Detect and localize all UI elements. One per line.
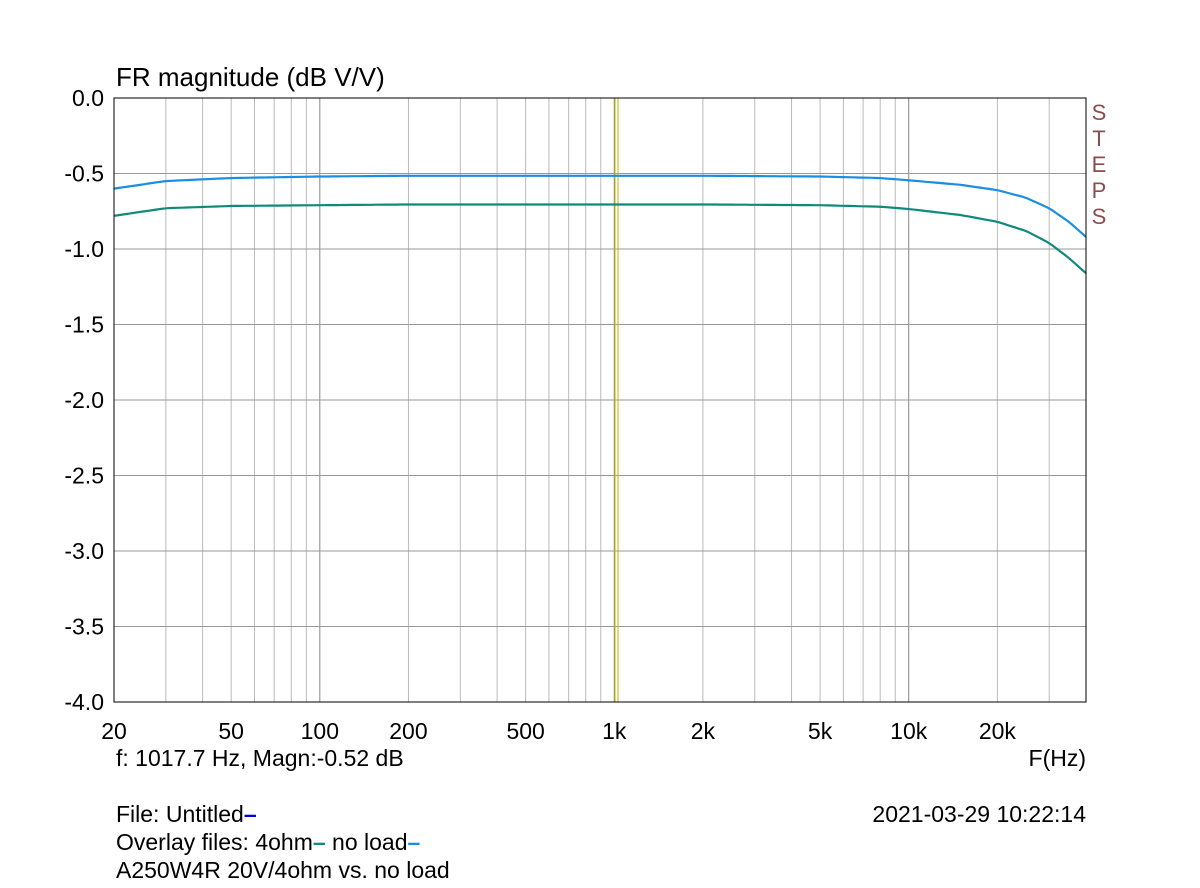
y-tick-label: -0.5 (64, 161, 104, 187)
x-tick-label: 20k (979, 718, 1017, 744)
x-tick-label: 2k (691, 718, 716, 744)
legend-marker-no-load: – (407, 829, 421, 855)
timestamp: 2021-03-29 10:22:14 (872, 801, 1086, 827)
chart-title: FR magnitude (dB V/V) (116, 62, 385, 92)
y-tick-label: -1.5 (64, 312, 104, 338)
series-line-4ohm (113, 203, 1087, 275)
x-axis-label: F(Hz) (1028, 745, 1086, 771)
y-tick-label: -2.5 (64, 463, 104, 489)
x-tick-label: 5k (808, 718, 833, 744)
y-tick-label: -2.0 (64, 387, 104, 413)
file-label: File: Untitled (116, 801, 244, 827)
file-marker: – (243, 801, 257, 827)
overlay-line: Overlay files: 4ohm– no load– (116, 831, 420, 854)
steps-letter: P (1091, 178, 1107, 203)
steps-letter: S (1091, 204, 1107, 229)
x-tick-label: 20 (101, 718, 127, 744)
y-tick-label: -1.0 (64, 236, 104, 262)
y-tick-label: -3.5 (64, 614, 104, 640)
plot-frame (113, 97, 1087, 703)
x-tick-label: 100 (301, 718, 339, 744)
x-tick-label: 10k (890, 718, 928, 744)
x-tick-label: 500 (506, 718, 544, 744)
y-tick-label: -3.0 (64, 538, 104, 564)
steps-letter: S (1091, 100, 1107, 125)
series-line-no-load (113, 174, 1087, 238)
y-tick-label: 0.0 (72, 85, 104, 111)
y-tick-label: -4.0 (64, 689, 104, 715)
legend-marker-4ohm: – (312, 829, 326, 855)
steps-letter: T (1092, 126, 1106, 151)
x-tick-label: 200 (389, 718, 427, 744)
steps-logo: S T E P S (1090, 100, 1108, 230)
cursor-readout: f: 1017.7 Hz, Magn:-0.52 dB (116, 745, 404, 771)
file-line: File: Untitled– (116, 803, 257, 826)
x-tick-label: 1k (602, 718, 627, 744)
overlay-label-no-load: no load (325, 829, 408, 855)
steps-letter: E (1091, 152, 1107, 177)
overlay-label: Overlay files: 4ohm (116, 829, 313, 855)
description: A250W4R 20V/4ohm vs. no load (116, 857, 450, 883)
x-tick-label: 50 (218, 718, 244, 744)
